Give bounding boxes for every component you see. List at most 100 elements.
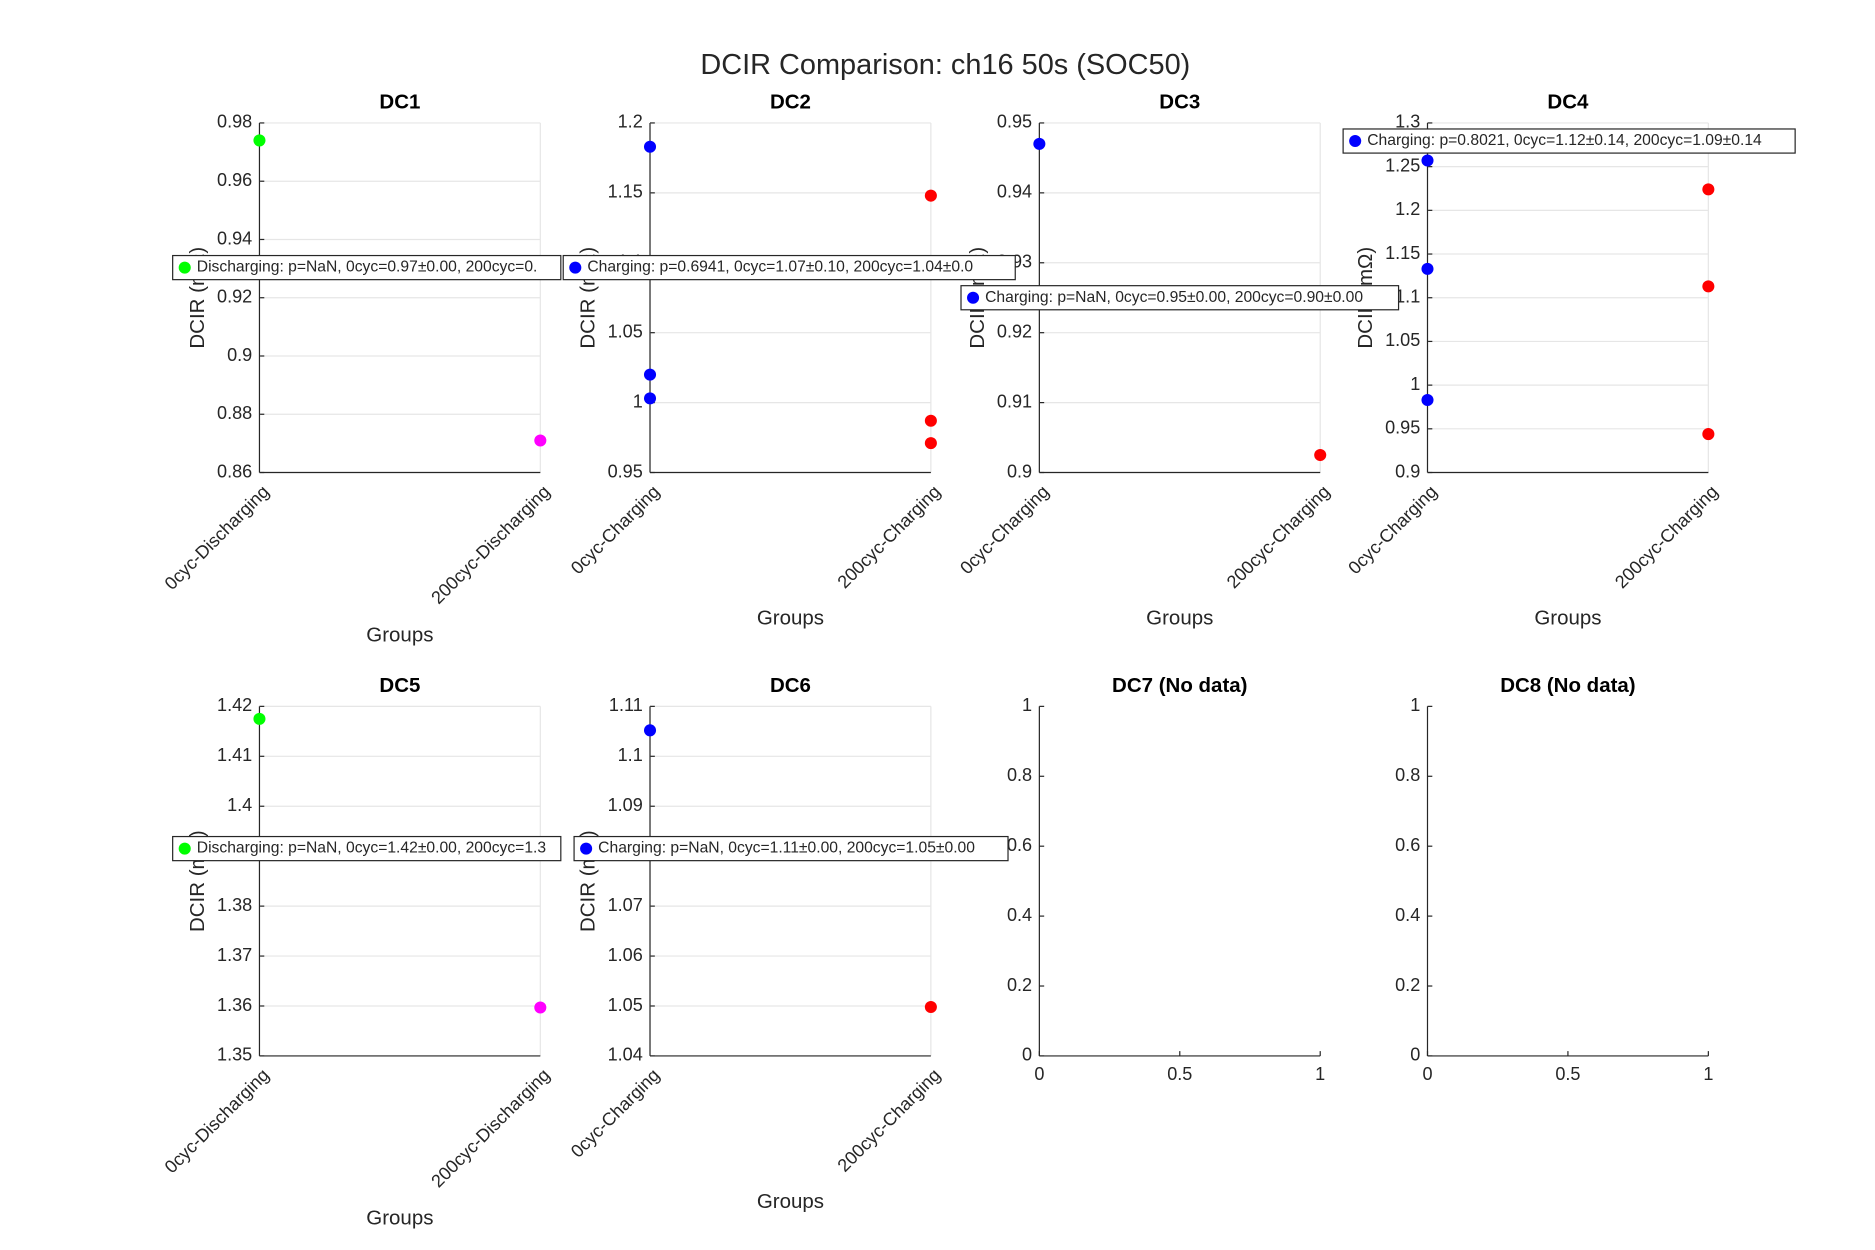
x-tick-label: 0cyc-Charging (567, 481, 664, 578)
figure-title: DCIR Comparison: ch16 50s (SOC50) (700, 49, 1190, 81)
y-tick-label: 1 (1022, 695, 1032, 715)
point (534, 434, 547, 447)
legend-box (960, 285, 1400, 311)
y-tick-label: 0.9 (1007, 461, 1032, 481)
y-tick-label: 0 (1410, 1045, 1420, 1065)
y-tick-label: 0.96 (217, 170, 252, 190)
x-tick-label: 200cyc-Discharging (427, 1065, 553, 1191)
y-tick-label: 0.8 (1007, 765, 1032, 785)
point (1421, 154, 1434, 167)
point (1702, 428, 1715, 441)
x-axis-label: Groups (366, 623, 433, 646)
y-tick-label: 0.6 (1007, 835, 1032, 855)
point (924, 437, 937, 450)
point (1702, 183, 1715, 196)
legend-box (1342, 128, 1796, 154)
legend: Charging: p=0.6941, 0cyc=1.07±0.10, 200c… (562, 254, 1016, 281)
subplot: 0.90.910.920.930.940.950cyc-Charging200c… (956, 90, 1333, 629)
legend-marker (580, 842, 593, 855)
legend-marker (178, 842, 191, 855)
legend: Discharging: p=NaN, 0cyc=1.42±0.00, 200c… (172, 835, 562, 862)
y-tick-label: 1.05 (1385, 330, 1420, 350)
y-tick-label: 0.91 (997, 391, 1032, 411)
legend-text: Charging: p=NaN, 0cyc=1.11±0.00, 200cyc=… (598, 840, 975, 857)
subplot: 0.9 0.95 1 1.05 1.1 1.15 1.2 1.25 1.3 0cyc-Chargi… (1344, 90, 1721, 629)
subplot: 0.9511.051.11.151.20cyc-Charging200cyc-C… (567, 90, 944, 629)
legend-text: Discharging: p=NaN, 0cyc=1.42±0.00, 200c… (197, 840, 547, 857)
x-tick-label: 200cyc-Charging (834, 481, 945, 592)
y-tick-label: 0.95 (608, 461, 643, 481)
subplot-title: DC8 (No data) (1500, 674, 1635, 697)
y-tick-label: 1.15 (608, 182, 643, 202)
x-tick-label: 200cyc-Discharging (427, 481, 553, 607)
y-tick-label: 1 (1410, 374, 1420, 394)
y-tick-label: 1.06 (608, 945, 643, 965)
point (1421, 262, 1434, 275)
legend: Discharging: p=NaN, 0cyc=0.97±0.00, 200c… (172, 254, 562, 281)
legend: Charging: p=0.8021, 0cyc=1.12±0.14, 200c… (1342, 128, 1796, 154)
point (253, 712, 266, 725)
subplot-title: DC7 (No data) (1112, 674, 1247, 697)
subplot: 0 0.2 0.4 0.6 0.8 1 0 0.5 1 DC8 (No data) (1395, 674, 1713, 1084)
legend-marker (1349, 135, 1362, 148)
point (924, 189, 937, 202)
x-tick-label: 0cyc-Charging (1344, 481, 1441, 578)
y-tick-label: 1.11 (609, 695, 643, 715)
subplot: 0 0.2 0.4 0.6 0.8 1 0 0.5 1 DC7 (No data) (1007, 674, 1325, 1084)
y-tick-label: 0.94 (217, 228, 252, 248)
y-tick-label: 1.35 (217, 1045, 252, 1065)
y-tick-label: 0.95 (997, 112, 1032, 132)
legend: Charging: p=NaN, 0cyc=1.11±0.00, 200cyc=… (573, 835, 1009, 862)
y-tick-label: 1.05 (608, 995, 643, 1015)
x-tick-label: 0cyc-Charging (956, 481, 1053, 578)
point (1033, 137, 1046, 150)
subplot: 1.351.361.371.381.391.41.411.420cyc-Disc… (161, 674, 554, 1230)
x-tick-label: 0.5 (1555, 1064, 1580, 1084)
y-tick-label: 1.36 (217, 995, 252, 1015)
y-tick-label: 0.95 (1385, 418, 1420, 438)
y-tick-label: 0.86 (217, 461, 252, 481)
x-tick-label: 1 (1703, 1064, 1713, 1084)
x-tick-label: 200cyc-Charging (1611, 481, 1722, 592)
y-tick-label: 0.4 (1395, 905, 1420, 925)
y-tick-label: 1.2 (1395, 199, 1420, 219)
y-tick-label: 1 (1410, 695, 1420, 715)
y-tick-label: 0.92 (217, 287, 252, 307)
point (643, 368, 657, 381)
y-tick-label: 1.07 (608, 895, 643, 915)
y-tick-label: 0.94 (997, 182, 1032, 202)
y-tick-label: 0.6 (1395, 835, 1420, 855)
subplot-title: DC6 (770, 674, 811, 697)
y-tick-label: 1.3 (1395, 112, 1420, 132)
point (643, 140, 657, 153)
x-axis-label: Groups (1146, 606, 1213, 629)
x-tick-label: 0 (1422, 1064, 1432, 1084)
legend-marker (967, 291, 980, 304)
x-axis-label: Groups (757, 606, 824, 629)
point (643, 392, 657, 405)
x-tick-label: 0.5 (1167, 1064, 1192, 1084)
y-tick-label: 1.41 (217, 745, 252, 765)
y-tick-label: 1.15 (1385, 243, 1420, 263)
x-tick-label: 1 (1315, 1064, 1325, 1084)
y-tick-label: 0.8 (1395, 765, 1420, 785)
y-tick-label: 1.42 (217, 695, 252, 715)
point (534, 1001, 547, 1014)
point (924, 1000, 937, 1014)
point (924, 414, 937, 427)
y-tick-label: 1.37 (217, 945, 252, 965)
subplot-title: DC2 (770, 90, 811, 113)
legend-text: Charging: p=NaN, 0cyc=0.95±0.00, 200cyc=… (985, 289, 1363, 306)
y-tick-label: 0.92 (997, 321, 1032, 341)
x-tick-label: 0 (1034, 1064, 1044, 1084)
legend-text: Charging: p=0.8021, 0cyc=1.12±0.14, 200c… (1367, 132, 1762, 149)
x-tick-label: 0cyc-Charging (567, 1065, 664, 1162)
y-tick-label: 0.4 (1007, 905, 1032, 925)
legend-marker (569, 261, 582, 274)
y-tick-label: 1.38 (217, 895, 252, 915)
legend-box (562, 254, 1016, 281)
y-tick-label: 1.05 (608, 321, 643, 341)
y-tick-label: 1.1 (1395, 287, 1420, 307)
y-tick-label: 0.9 (227, 345, 252, 365)
